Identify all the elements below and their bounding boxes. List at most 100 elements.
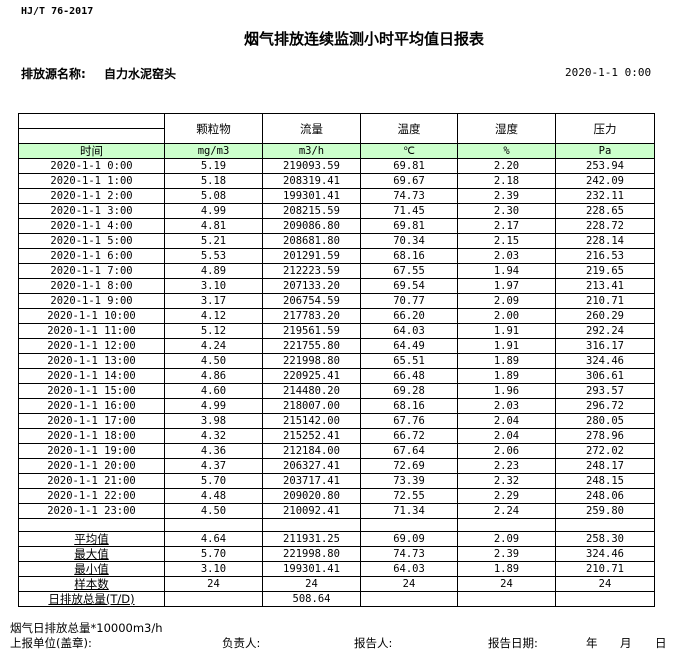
report-datetime: 2020-1-1 0:00 xyxy=(565,66,652,79)
value-cell: 5.12 xyxy=(164,323,263,339)
unit-cell: % xyxy=(457,143,556,159)
value-cell: 66.48 xyxy=(360,368,458,384)
value-cell xyxy=(457,591,556,607)
value-cell: 293.57 xyxy=(555,383,655,399)
table-row: 2020-1-1 7:00 4.89 212223.59 67.55 1.94 219.6… xyxy=(18,263,655,279)
row-label: 2020-1-1 10:00 xyxy=(18,308,165,324)
value-cell: 215142.00 xyxy=(262,413,361,429)
daily-total-row: 日排放总量(T/D) 508.64 xyxy=(18,591,655,607)
value-cell: 1.89 xyxy=(457,561,556,577)
value-cell: 67.55 xyxy=(360,263,458,279)
value-cell: 220925.41 xyxy=(262,368,361,384)
value-cell: 206754.59 xyxy=(262,293,361,309)
value-cell: 64.03 xyxy=(360,323,458,339)
value-cell: 228.14 xyxy=(555,233,655,249)
value-cell: 68.16 xyxy=(360,248,458,264)
value-cell: 210092.41 xyxy=(262,503,361,519)
row-label: 2020-1-1 3:00 xyxy=(18,203,165,219)
value-cell: 72.55 xyxy=(360,488,458,504)
value-cell: 70.34 xyxy=(360,233,458,249)
value-cell: 2.04 xyxy=(457,428,556,444)
value-cell: 4.50 xyxy=(164,503,263,519)
value-cell: 5.70 xyxy=(164,546,263,562)
value-cell: 67.64 xyxy=(360,443,458,459)
year-label: 年 xyxy=(586,636,598,650)
unit-cell: m3/h xyxy=(262,143,361,159)
time-header: 时间 xyxy=(18,143,165,159)
table-row: 2020-1-1 20:00 4.37 206327.41 72.69 2.23 248.… xyxy=(18,458,655,474)
value-cell: 228.72 xyxy=(555,218,655,234)
value-cell: 24 xyxy=(262,576,361,592)
value-cell: 5.08 xyxy=(164,188,263,204)
value-cell: 208681.80 xyxy=(262,233,361,249)
value-cell: 199301.41 xyxy=(262,188,361,204)
row-label: 2020-1-1 13:00 xyxy=(18,353,165,369)
value-cell: 64.49 xyxy=(360,338,458,354)
row-label: 2020-1-1 2:00 xyxy=(18,188,165,204)
value-cell: 1.91 xyxy=(457,338,556,354)
value-cell: 210.71 xyxy=(555,293,655,309)
col-header: 温度 xyxy=(360,113,458,144)
value-cell: 296.72 xyxy=(555,398,655,414)
value-cell: 1.94 xyxy=(457,263,556,279)
col-header: 压力 xyxy=(555,113,655,144)
value-cell: 24 xyxy=(164,576,263,592)
value-cell: 69.81 xyxy=(360,218,458,234)
value-cell: 69.81 xyxy=(360,158,458,174)
value-cell xyxy=(360,518,458,532)
row-label: 2020-1-1 9:00 xyxy=(18,293,165,309)
value-cell: 201291.59 xyxy=(262,248,361,264)
value-cell: 73.39 xyxy=(360,473,458,489)
value-cell: 2.03 xyxy=(457,398,556,414)
unit-cell: mg/m3 xyxy=(164,143,263,159)
value-cell: 209020.80 xyxy=(262,488,361,504)
value-cell: 1.97 xyxy=(457,278,556,294)
value-cell: 66.20 xyxy=(360,308,458,324)
value-cell: 66.72 xyxy=(360,428,458,444)
value-cell: 74.73 xyxy=(360,546,458,562)
value-cell: 69.67 xyxy=(360,173,458,189)
value-cell: 4.37 xyxy=(164,458,263,474)
table-row: 2020-1-1 6:00 5.53 201291.59 68.16 2.03 216.5… xyxy=(18,248,655,264)
value-cell: 218007.00 xyxy=(262,398,361,414)
value-cell: 199301.41 xyxy=(262,561,361,577)
table-row: 2020-1-1 3:00 4.99 208215.59 71.45 2.30 228.6… xyxy=(18,203,655,219)
report-title: 烟气排放连续监测小时平均值日报表 xyxy=(244,30,485,48)
value-cell: 2.15 xyxy=(457,233,556,249)
value-cell: 3.17 xyxy=(164,293,263,309)
value-cell: 69.54 xyxy=(360,278,458,294)
value-cell: 248.15 xyxy=(555,473,655,489)
footer-note: 烟气日排放总量*10000m3/h xyxy=(10,621,163,635)
value-cell: 212184.00 xyxy=(262,443,361,459)
value-cell: 4.99 xyxy=(164,398,263,414)
table-row: 2020-1-1 17:00 3.98 215142.00 67.76 2.04 280.… xyxy=(18,413,655,429)
table-row: 2020-1-1 10:00 4.12 217783.20 66.20 2.00 260.… xyxy=(18,308,655,324)
value-cell: 215252.41 xyxy=(262,428,361,444)
header-row: 颗粒物 流量 温度 湿度 压力 xyxy=(18,113,655,144)
value-cell: 207133.20 xyxy=(262,278,361,294)
table-row: 2020-1-1 1:00 5.18 208319.41 69.67 2.18 242.0… xyxy=(18,173,655,189)
value-cell: 24 xyxy=(457,576,556,592)
unit-cell: Pa xyxy=(555,143,655,159)
value-cell: 2.39 xyxy=(457,546,556,562)
row-label: 2020-1-1 17:00 xyxy=(18,413,165,429)
value-cell: 4.64 xyxy=(164,531,263,547)
row-label: 2020-1-1 14:00 xyxy=(18,368,165,384)
summary-row: 样本数 24 24 24 24 24 xyxy=(18,576,655,592)
value-cell: 216.53 xyxy=(555,248,655,264)
col-header: 湿度 xyxy=(457,113,556,144)
row-label: 2020-1-1 0:00 xyxy=(18,158,165,174)
table-row: 2020-1-1 9:00 3.17 206754.59 70.77 2.09 210.7… xyxy=(18,293,655,309)
row-label: 2020-1-1 16:00 xyxy=(18,398,165,414)
value-cell: 248.06 xyxy=(555,488,655,504)
value-cell: 69.09 xyxy=(360,531,458,547)
row-label: 2020-1-1 7:00 xyxy=(18,263,165,279)
value-cell: 248.17 xyxy=(555,458,655,474)
value-cell: 2.09 xyxy=(457,531,556,547)
value-cell: 5.19 xyxy=(164,158,263,174)
table-row: 2020-1-1 22:00 4.48 209020.80 72.55 2.29 248.… xyxy=(18,488,655,504)
value-cell: 1.96 xyxy=(457,383,556,399)
value-cell: 324.46 xyxy=(555,353,655,369)
row-label: 最大值 xyxy=(18,546,165,562)
row-label: 2020-1-1 20:00 xyxy=(18,458,165,474)
